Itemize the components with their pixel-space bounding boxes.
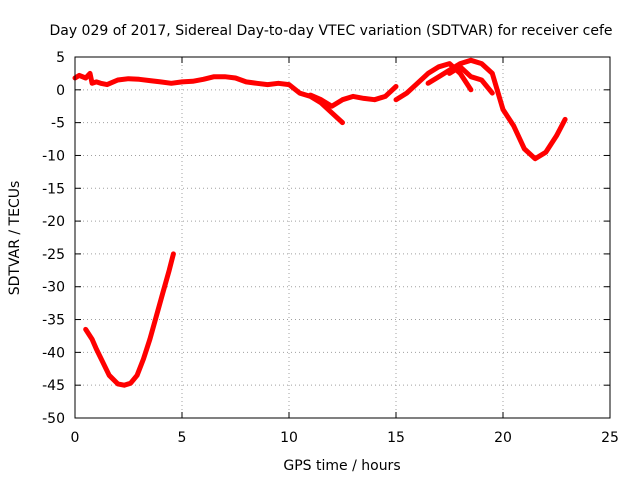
y-tick-label: -40 [42,345,65,361]
x-tick-label: 15 [387,430,405,446]
x-tick-label: 10 [280,430,298,446]
series-line-night-trace [83,251,176,388]
y-tick-label: 0 [56,83,65,99]
y-tick-label: -35 [42,313,65,329]
y-tick-label: -50 [42,411,65,427]
y-axis-label: SDTVAR / TECUs [7,181,23,296]
y-tick-label: 5 [56,50,65,66]
series-layer [72,57,568,388]
x-tick-label: 25 [601,430,619,446]
y-tick-label: -5 [51,116,65,132]
chart-title: Day 029 of 2017, Sidereal Day-to-day VTE… [49,23,612,39]
y-tick-label: -20 [42,214,65,230]
x-axis-label: GPS time / hours [283,458,400,474]
series-line-afternoon-trace [307,84,399,109]
y-tick-label: -45 [42,378,65,394]
series-line-evening-trace-c [447,64,495,96]
y-tick-label: -10 [42,148,65,164]
grid-layer [75,57,610,418]
y-tick-label: -25 [42,247,65,263]
y-tick-label: -15 [42,181,65,197]
x-tick-label: 20 [494,430,512,446]
series-line-daytime-trace [72,70,345,126]
series-line-evening-trace-a [393,61,474,103]
series-line-evening-trace-b [425,57,568,162]
x-tick-label: 0 [71,430,80,446]
x-tick-label: 5 [178,430,187,446]
plot-frame [74,56,611,419]
tick-layer: 5 0 -5 -10 -15 -20 -25 -30 -35 -40 -45 -50 0 5 10 15 20 2… [42,50,619,446]
y-tick-label: -30 [42,280,65,296]
